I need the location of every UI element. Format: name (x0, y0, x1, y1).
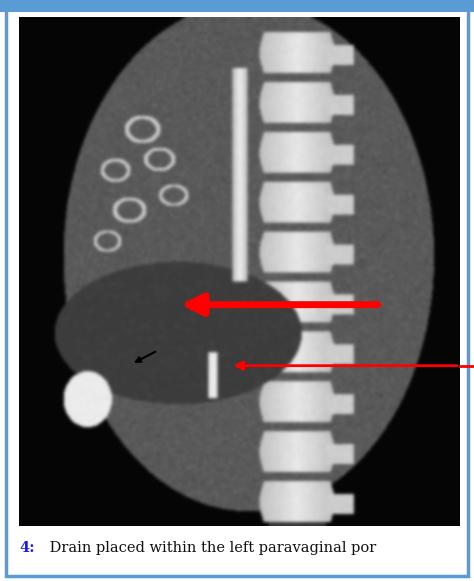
Text: Drain placed within the left paravaginal por: Drain placed within the left paravaginal… (45, 541, 376, 555)
Text: 4:: 4: (19, 541, 35, 555)
